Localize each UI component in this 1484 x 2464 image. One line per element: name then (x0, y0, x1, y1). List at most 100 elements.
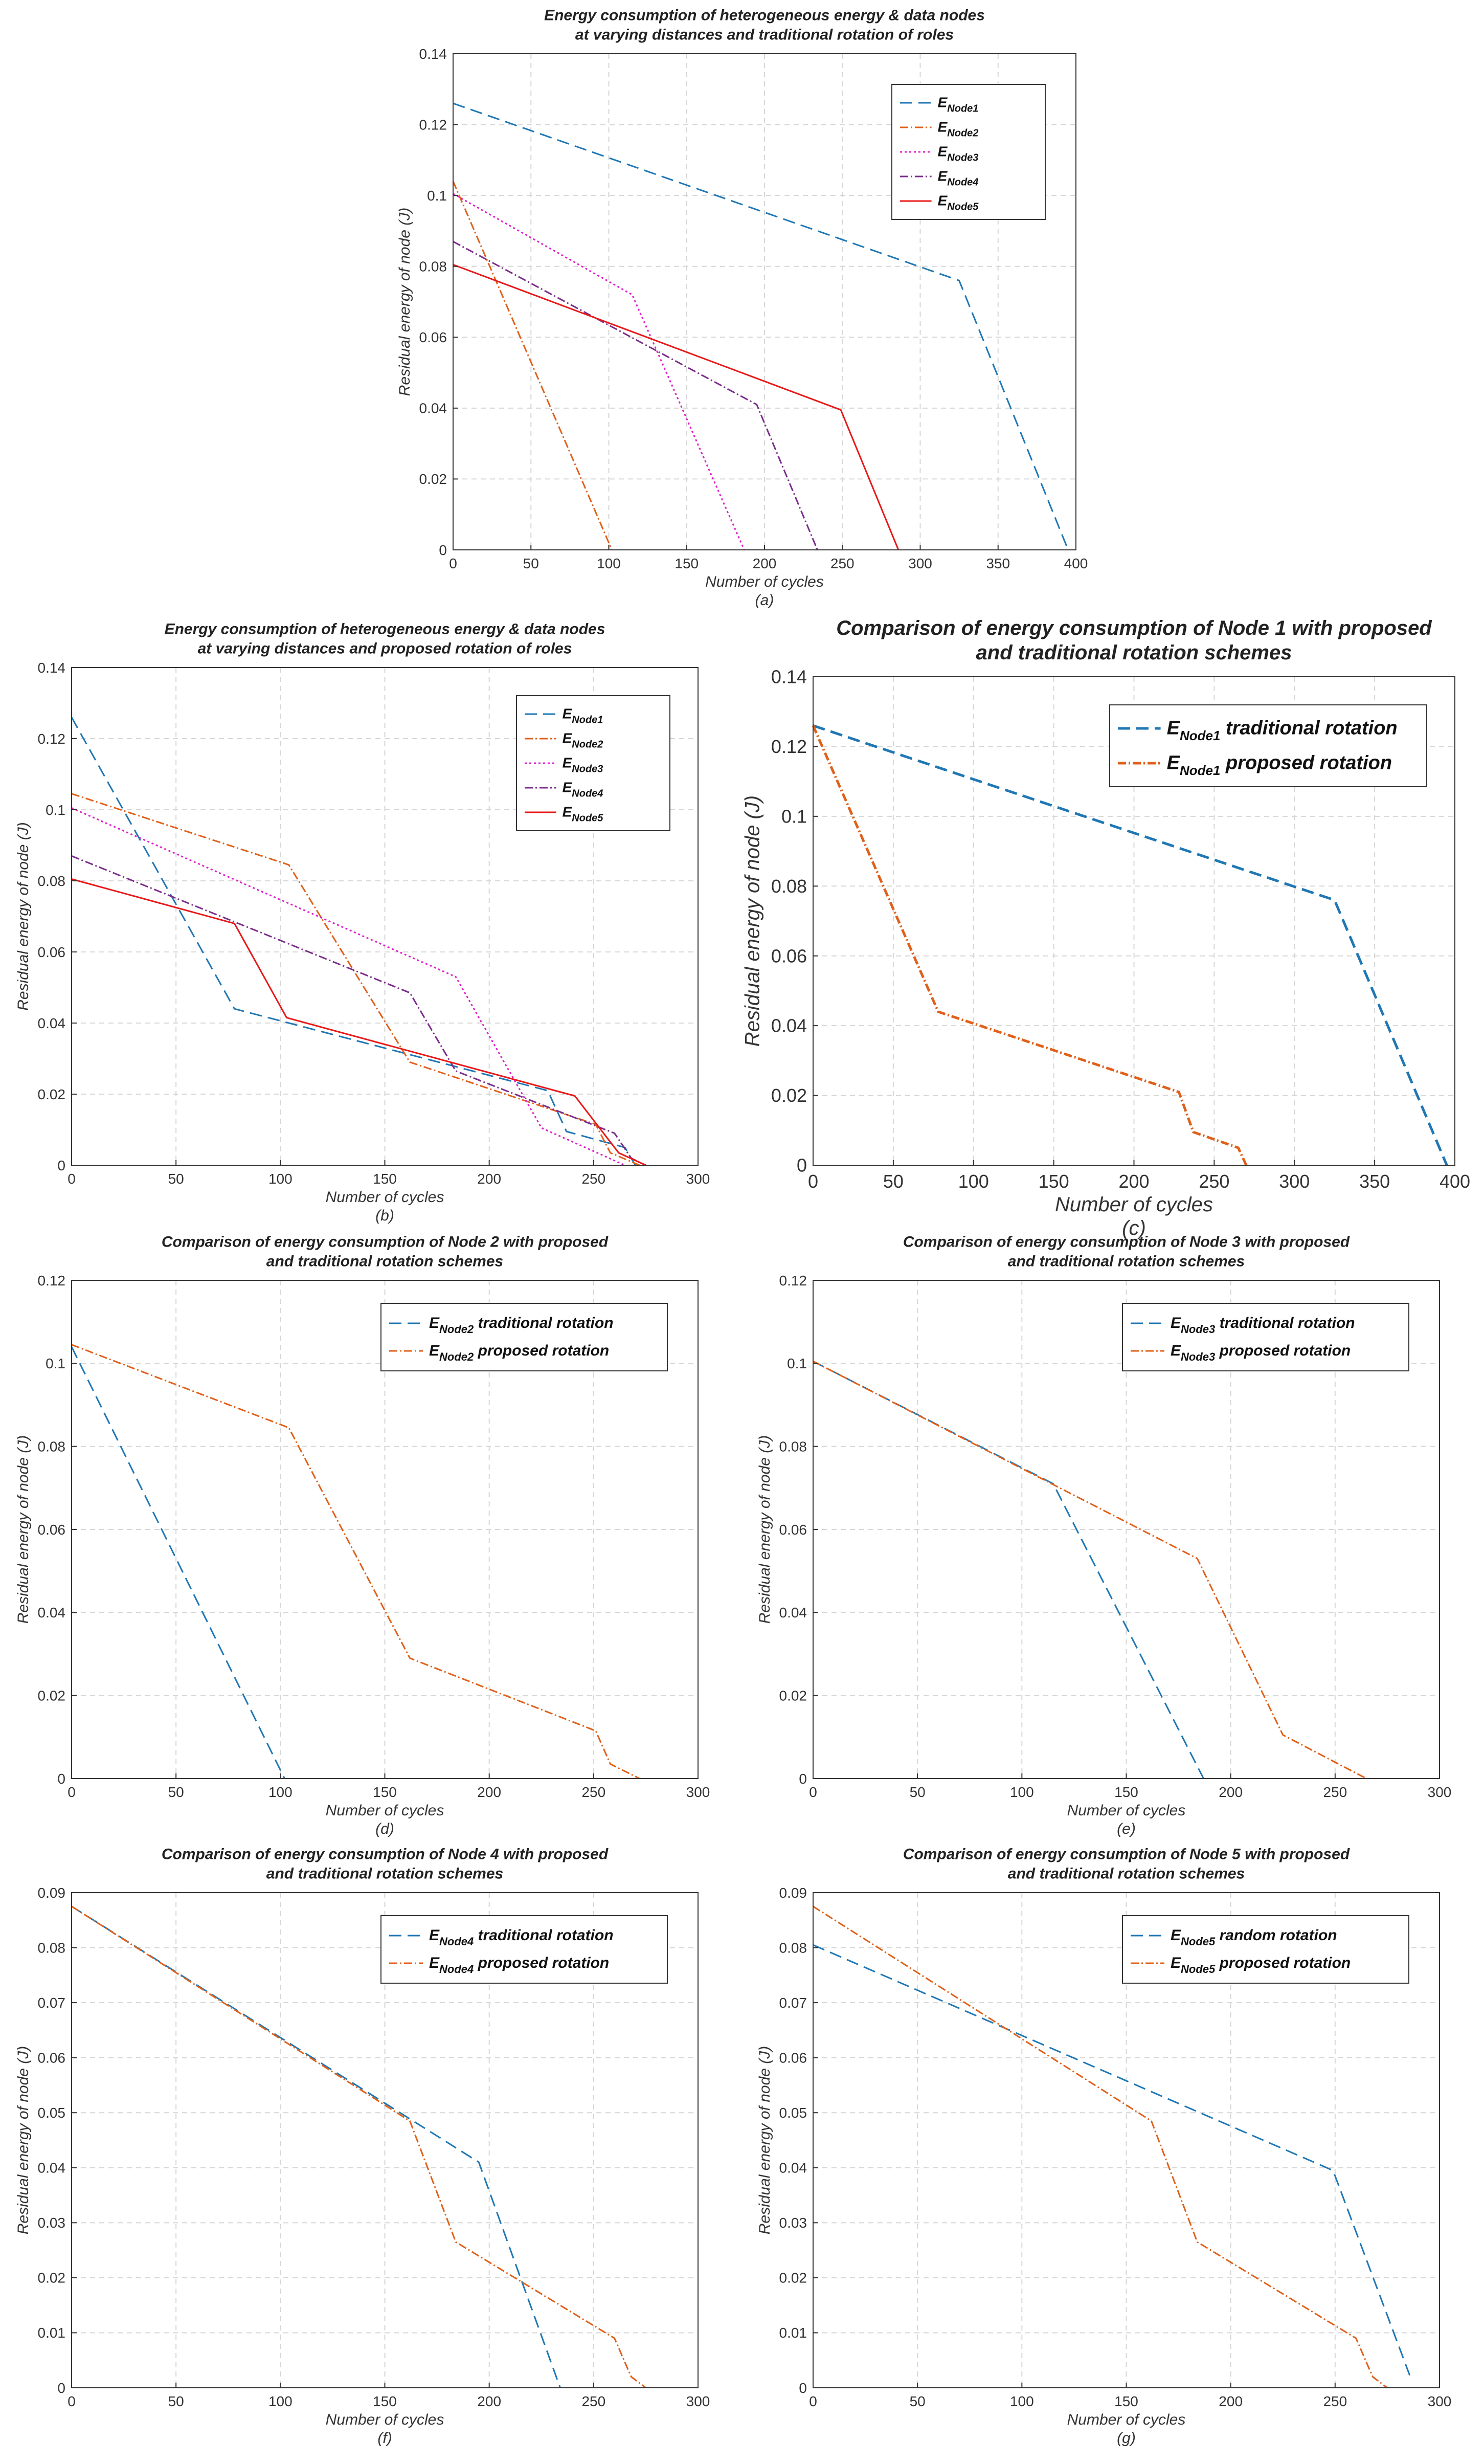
series-line-node5-4 (71, 878, 646, 1166)
x-tick-label: 50 (168, 1784, 184, 1800)
series-line-node2-1 (452, 181, 613, 550)
legend-entry: ENode2 traditional rotation (429, 1315, 614, 1336)
x-tick-label: 150 (1039, 1171, 1069, 1192)
chart-title-line: and traditional rotation schemes (266, 1866, 503, 1882)
x-tick-label: 150 (674, 556, 699, 571)
y-tick-label: 0.07 (779, 1995, 807, 2011)
chart-title-line: Comparison of energy consumption of Node… (162, 1234, 609, 1251)
y-tick-label: 0 (799, 2380, 807, 2396)
y-tick-label: 0.08 (779, 1438, 807, 1454)
chart-title-line: Energy consumption of heterogeneous ener… (165, 621, 605, 638)
legend-box (380, 1303, 668, 1371)
chart-title-line: Energy consumption of heterogeneous ener… (544, 7, 985, 24)
legend-entry: ENode5 (563, 804, 604, 824)
y-tick-label: 0.06 (38, 1522, 66, 1538)
y-axis-label: Residual energy of node (J) (396, 208, 413, 396)
y-tick-label: 0.05 (779, 2105, 807, 2121)
x-axis-label: Number of cycles (1055, 1193, 1213, 1216)
x-tick-label: 300 (686, 1171, 710, 1187)
y-tick-label: 0.08 (38, 1438, 66, 1454)
y-tick-label: 0.04 (38, 2160, 66, 2176)
x-tick-label: 100 (958, 1171, 989, 1192)
chart-c: 0 50 100 150 200 250 300 350 400 0 0.02 0.04 0.06 0.0… (741, 617, 1470, 1239)
y-axis-label: Residual energy of node (J) (15, 2046, 32, 2235)
legend-box (891, 84, 1046, 220)
legend-box (1122, 1303, 1409, 1371)
y-tick-label: 0.06 (38, 2050, 66, 2066)
chart-b: 0 50 100 150 200 250 300 0 0.02 0.04 0.06 0.08 0.1 0.… (15, 621, 710, 1225)
x-axis-label: Number of cycles (1067, 1802, 1186, 1819)
y-tick-label: 0.04 (38, 1015, 66, 1031)
y-tick-label: 0 (439, 542, 447, 558)
x-axis-label: Number of cycles (1067, 2411, 1186, 2428)
x-tick-label: 50 (910, 2393, 926, 2409)
x-tick-label: 350 (1359, 1171, 1390, 1192)
x-axis-label: Number of cycles (326, 1189, 444, 1206)
y-tick-label: 0.04 (779, 2160, 807, 2176)
x-tick-label: 0 (808, 1171, 818, 1192)
y-tick-label: 0.1 (427, 188, 447, 204)
y-tick-label: 0.08 (38, 1940, 66, 1956)
y-tick-label: 0.12 (779, 1273, 807, 1289)
chart-f: 0 50 100 150 200 250 300 0 0.01 0.02 0.03 0.04 0.05 0… (15, 1846, 710, 2447)
legend-box (1109, 704, 1427, 787)
chart-title-line: at varying distances and proposed rotati… (198, 640, 572, 657)
legend-entry: ENode5 proposed rotation (1171, 1955, 1351, 1975)
chart-title-line: and traditional rotation schemes (976, 641, 1292, 664)
y-tick-label: 0.09 (38, 1885, 66, 1901)
y-axis-label: Residual energy of node (J) (15, 1435, 32, 1624)
chart-title-line: and traditional rotation schemes (1008, 1866, 1245, 1882)
x-tick-label: 350 (986, 556, 1010, 571)
legend: ENode1 ENode2 ENode3 ENode4 ENode5 (516, 695, 670, 831)
legend-entry: ENode1 (938, 94, 979, 114)
series-line-node1-0 (813, 724, 1448, 1166)
legend: ENode4 traditional rotation ENode4 propos… (380, 1915, 668, 1984)
y-tick-label: 0.08 (779, 1940, 807, 1956)
legend-entry: ENode2 proposed rotation (429, 1342, 609, 1363)
x-tick-label: 100 (1010, 2393, 1034, 2409)
x-tick-label: 250 (1323, 2393, 1347, 2409)
y-axis-label: Residual energy of node (J) (756, 2046, 773, 2235)
series-line-node2-0 (71, 1346, 285, 1779)
y-tick-label: 0.02 (771, 1085, 807, 1106)
x-tick-label: 50 (168, 1171, 184, 1187)
x-tick-label: 0 (68, 1784, 76, 1800)
y-tick-label: 0.08 (38, 873, 66, 889)
y-tick-label: 0.14 (771, 667, 807, 687)
y-tick-label: 0.01 (38, 2325, 66, 2341)
chart-title-line: and traditional rotation schemes (1008, 1253, 1245, 1270)
x-tick-label: 400 (1440, 1171, 1470, 1192)
y-tick-label: 0.04 (419, 401, 447, 416)
y-tick-label: 0.02 (779, 1688, 807, 1703)
legend-entry: ENode2 (938, 119, 979, 139)
y-tick-label: 0 (797, 1155, 807, 1176)
chart-g: 0 50 100 150 200 250 300 0 0.01 0.02 0.03 0.04 0.05 0… (756, 1846, 1451, 2447)
y-tick-label: 0.02 (38, 1688, 66, 1703)
y-tick-label: 0.02 (38, 1086, 66, 1102)
series-line-node1-1 (812, 725, 1248, 1166)
x-tick-label: 250 (1323, 1784, 1347, 1800)
y-tick-label: 0.01 (779, 2325, 807, 2341)
y-tick-label: 0.04 (779, 1605, 807, 1621)
x-tick-label: 400 (1064, 556, 1088, 571)
x-tick-label: 250 (581, 2393, 605, 2409)
legend: ENode2 traditional rotation ENode2 propos… (380, 1303, 668, 1371)
x-tick-label: 250 (581, 1171, 605, 1187)
x-tick-label: 300 (1279, 1171, 1310, 1192)
panel-label: (c) (1122, 1217, 1146, 1239)
x-tick-label: 300 (686, 2393, 710, 2409)
legend-box (1122, 1915, 1409, 1984)
chart-title-line: Comparison of energy consumption of Node… (162, 1846, 609, 1863)
legend-entry: ENode3 proposed rotation (1171, 1342, 1351, 1363)
legend-entry: ENode1 (563, 705, 603, 725)
panel-label: (g) (1117, 2430, 1136, 2447)
x-tick-label: 100 (268, 2393, 293, 2409)
chart-e: 0 50 100 150 200 250 300 0 0.02 0.04 0.06 0.08 0.1 0.… (756, 1234, 1451, 1838)
y-tick-label: 0.06 (771, 945, 807, 966)
x-axis-label: Number of cycles (326, 1802, 444, 1819)
legend-entry: ENode3 (563, 754, 603, 774)
x-tick-label: 100 (597, 556, 621, 571)
series-line-node5-0 (813, 1944, 1411, 2378)
y-tick-label: 0.05 (38, 2105, 66, 2121)
chart-title-line: Comparison of energy consumption of Node… (836, 617, 1432, 639)
